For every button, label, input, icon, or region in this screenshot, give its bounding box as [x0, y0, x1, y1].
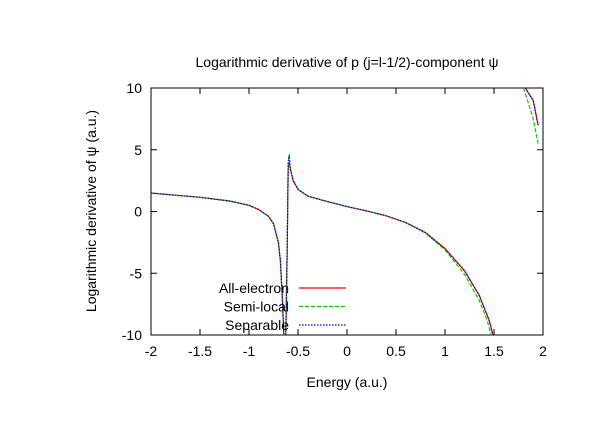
legend-label: Separable	[225, 317, 289, 333]
plot-frame	[150, 87, 544, 336]
x-tick-label: 1.5	[484, 343, 504, 359]
series-layer	[151, 88, 539, 335]
legend: All-electron Semi-local Separable	[219, 280, 346, 333]
y-tick-label: 10	[126, 80, 142, 96]
y-axis-label: Logarithmic derivative of ψ (a.u.)	[83, 110, 99, 312]
x-tick-label: -0.5	[286, 343, 310, 359]
series-line	[285, 154, 492, 335]
y-tick-label: -10	[122, 327, 142, 343]
chart-title: Logarithmic derivative of p (j=l-1/2)-co…	[196, 54, 499, 70]
series-line	[522, 88, 539, 144]
series-line	[524, 88, 539, 126]
x-tick-label: 2	[539, 343, 547, 359]
series-separable	[151, 88, 539, 335]
x-axis-label: Energy (a.u.)	[307, 374, 388, 390]
x-tick-label: -2	[145, 343, 158, 359]
series-line	[285, 162, 494, 335]
x-tick-label: 0.5	[386, 343, 406, 359]
series-line	[285, 154, 494, 335]
y-tick-label: -5	[130, 265, 143, 281]
x-tick-label: 0	[343, 343, 351, 359]
axis-tick-labels: -2 -1.5 -1 -0.5 0 0.5 1 1.5 2 -10 -5 0 5 10	[122, 80, 547, 359]
series-line	[524, 88, 539, 126]
series-line	[151, 192, 285, 335]
x-tick-label: -1.5	[188, 343, 212, 359]
y-tick-label: 0	[134, 204, 142, 220]
y-tick-label: 5	[134, 142, 142, 158]
legend-label: Semi-local	[224, 299, 289, 315]
x-tick-label: 1	[441, 343, 449, 359]
axis-ticks	[150, 87, 544, 336]
legend-label: All-electron	[219, 280, 289, 296]
x-tick-label: -1	[243, 343, 256, 359]
